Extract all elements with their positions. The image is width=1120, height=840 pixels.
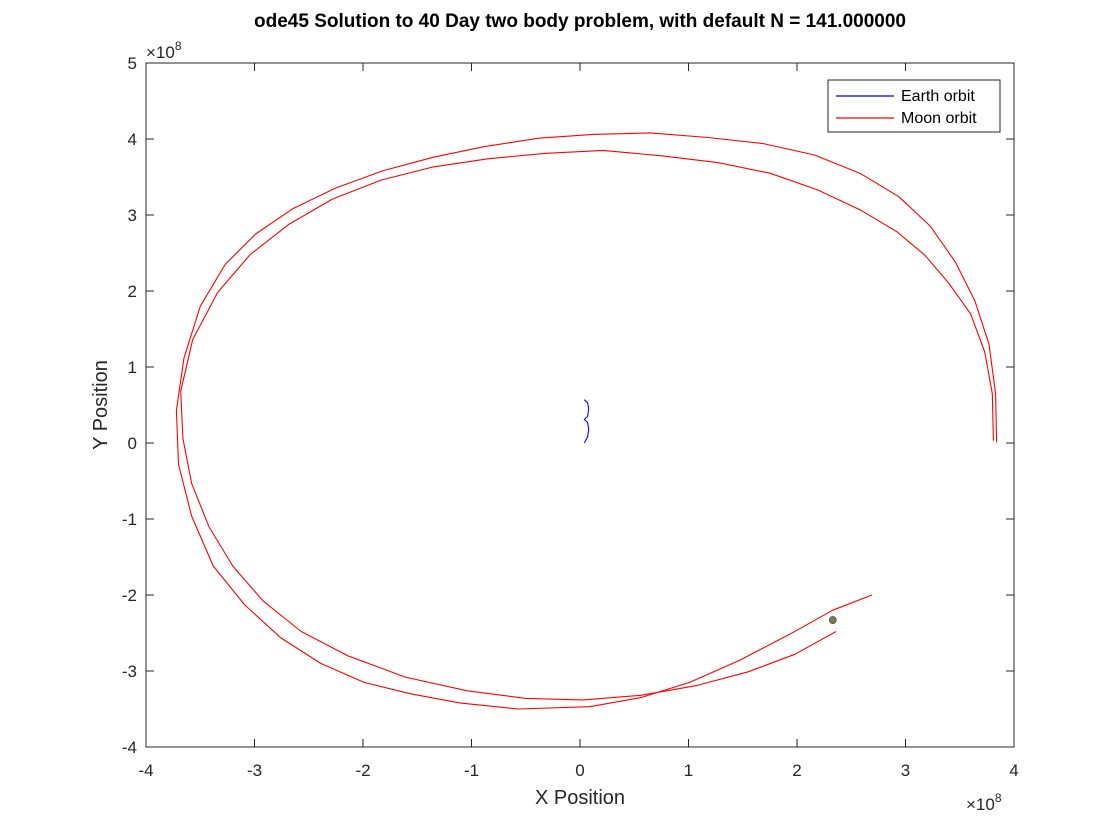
- y-tick-label: -2: [122, 586, 137, 605]
- legend: Earth orbit Moon orbit: [827, 79, 1001, 133]
- x-tick-label: 1: [684, 761, 693, 780]
- chart-title: ode45 Solution to 40 Day two body proble…: [254, 11, 906, 32]
- x-exponent-label: ×108: [966, 791, 1002, 814]
- x-tick-label: -2: [355, 761, 370, 780]
- series-layer: [175, 132, 998, 710]
- y-tick-label: 0: [128, 434, 137, 453]
- y-tick-label: 3: [128, 206, 137, 225]
- y-tick-label: 1: [128, 358, 137, 377]
- y-tick-label: -3: [122, 662, 137, 681]
- legend-box: [827, 79, 1001, 133]
- x-axis-ticks: -4 -3 -2 -1 0 1 2 3 4: [138, 63, 1019, 780]
- plot-area: [145, 62, 1015, 748]
- y-exponent-label: ×108: [146, 39, 182, 62]
- moon-orbit-line: [175, 132, 998, 710]
- y-tick-label: 2: [128, 282, 137, 301]
- y-axis-title: Y Position: [90, 360, 112, 450]
- legend-earth-label: Earth orbit: [901, 88, 975, 105]
- moon-position-marker: [828, 616, 837, 624]
- x-tick-label: -1: [464, 761, 479, 780]
- legend-moon-label: Moon orbit: [901, 110, 977, 127]
- x-tick-label: 4: [1009, 761, 1018, 780]
- x-tick-label: 0: [575, 761, 584, 780]
- x-tick-label: 2: [792, 761, 801, 780]
- x-tick-label: 3: [901, 761, 910, 780]
- x-tick-label: -3: [247, 761, 262, 780]
- y-axis-ticks: -4 -3 -2 -1 0 1 2 3 4 5: [122, 54, 1014, 757]
- moon-orbit-line-2: [180, 149, 994, 701]
- y-tick-label: 4: [128, 130, 137, 149]
- x-tick-label: -4: [138, 761, 153, 780]
- y-tick-label: -4: [122, 738, 137, 757]
- x-axis-title: X Position: [535, 787, 625, 809]
- y-tick-label: -1: [122, 510, 137, 529]
- y-tick-label: 5: [128, 54, 137, 73]
- earth-orbit-line: [583, 399, 590, 444]
